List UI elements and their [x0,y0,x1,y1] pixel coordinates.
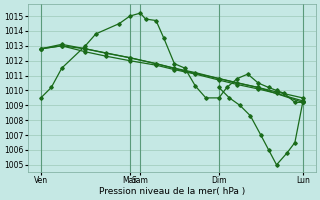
X-axis label: Pression niveau de la mer( hPa ): Pression niveau de la mer( hPa ) [99,187,245,196]
